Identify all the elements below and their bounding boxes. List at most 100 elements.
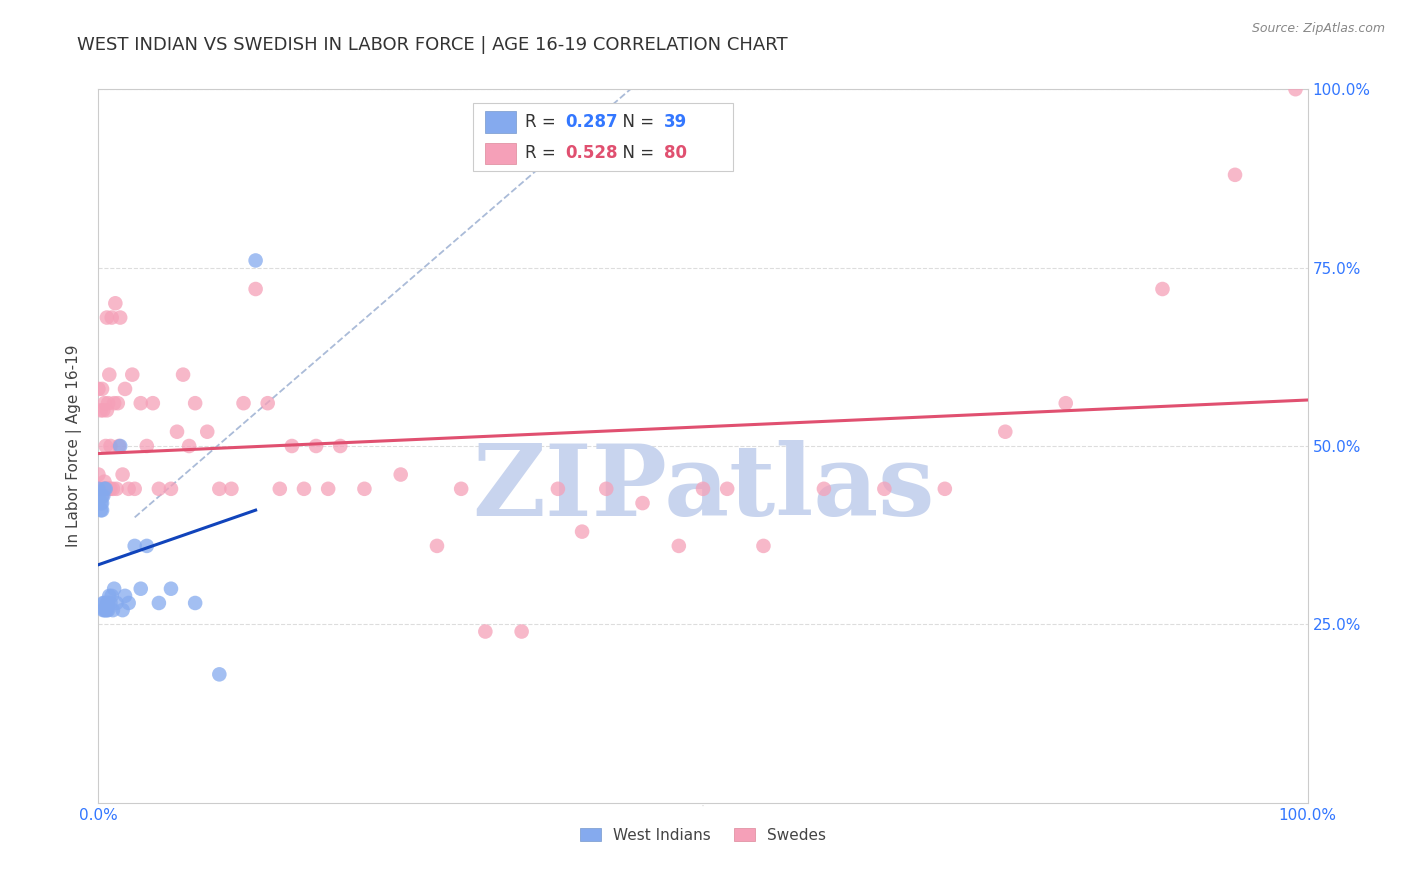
Point bbox=[121, 368, 143, 382]
Point bbox=[474, 624, 496, 639]
Text: WEST INDIAN VS SWEDISH IN LABOR FORCE | AGE 16-19 CORRELATION CHART: WEST INDIAN VS SWEDISH IN LABOR FORCE | … bbox=[77, 36, 787, 54]
Point bbox=[100, 596, 122, 610]
Point bbox=[160, 482, 183, 496]
Point bbox=[100, 439, 122, 453]
Point bbox=[316, 482, 339, 496]
Point bbox=[91, 489, 114, 503]
Point bbox=[426, 539, 449, 553]
Point bbox=[129, 396, 152, 410]
Point bbox=[135, 439, 157, 453]
Point bbox=[111, 467, 134, 482]
Point bbox=[94, 482, 117, 496]
Point bbox=[450, 482, 472, 496]
Point bbox=[103, 396, 125, 410]
Point bbox=[329, 439, 352, 453]
Text: R =: R = bbox=[526, 145, 561, 162]
Point bbox=[96, 482, 118, 496]
Point bbox=[571, 524, 593, 539]
Point bbox=[692, 482, 714, 496]
Point bbox=[87, 482, 110, 496]
Point bbox=[87, 496, 110, 510]
Point bbox=[179, 439, 201, 453]
Point bbox=[98, 482, 121, 496]
Point bbox=[124, 539, 146, 553]
Point bbox=[668, 539, 690, 553]
Point bbox=[166, 425, 188, 439]
Point bbox=[281, 439, 304, 453]
Point bbox=[91, 603, 114, 617]
Point bbox=[114, 589, 136, 603]
Point bbox=[94, 603, 117, 617]
Point bbox=[96, 596, 118, 610]
Text: ZIPatlas: ZIPatlas bbox=[472, 441, 934, 537]
Point bbox=[93, 482, 115, 496]
Point bbox=[96, 310, 118, 325]
Point bbox=[148, 482, 170, 496]
Point bbox=[91, 596, 114, 610]
Text: R =: R = bbox=[526, 113, 561, 131]
FancyBboxPatch shape bbox=[485, 143, 516, 164]
Point bbox=[91, 489, 114, 503]
Point bbox=[100, 482, 122, 496]
Point bbox=[389, 467, 412, 482]
Point bbox=[114, 382, 136, 396]
Point bbox=[104, 296, 127, 310]
Point bbox=[100, 310, 122, 325]
Point bbox=[90, 403, 112, 417]
Point bbox=[148, 596, 170, 610]
Point bbox=[97, 396, 120, 410]
Point bbox=[716, 482, 738, 496]
Point bbox=[97, 482, 120, 496]
Point bbox=[135, 539, 157, 553]
Point bbox=[91, 382, 114, 396]
Point bbox=[91, 489, 114, 503]
Point bbox=[96, 603, 118, 617]
Point bbox=[232, 396, 254, 410]
Point bbox=[105, 482, 128, 496]
Point bbox=[91, 496, 114, 510]
Point bbox=[631, 496, 654, 510]
Point bbox=[90, 503, 112, 517]
Text: N =: N = bbox=[613, 113, 659, 131]
Legend: West Indians, Swedes: West Indians, Swedes bbox=[574, 822, 832, 848]
Point bbox=[934, 482, 956, 496]
Point bbox=[111, 603, 134, 617]
Point bbox=[87, 467, 110, 482]
FancyBboxPatch shape bbox=[485, 112, 516, 133]
Point bbox=[172, 368, 194, 382]
Point bbox=[103, 582, 125, 596]
Point bbox=[873, 482, 896, 496]
Point bbox=[108, 439, 131, 453]
Point bbox=[195, 425, 218, 439]
Point bbox=[595, 482, 617, 496]
Point bbox=[129, 582, 152, 596]
Point bbox=[97, 603, 120, 617]
Text: 0.528: 0.528 bbox=[565, 145, 617, 162]
Point bbox=[93, 603, 115, 617]
Text: 80: 80 bbox=[664, 145, 688, 162]
Point bbox=[107, 396, 129, 410]
Point bbox=[87, 382, 110, 396]
Point bbox=[91, 482, 114, 496]
Point bbox=[752, 539, 775, 553]
Point bbox=[93, 475, 115, 489]
Point bbox=[256, 396, 278, 410]
Point bbox=[91, 503, 114, 517]
Point bbox=[87, 489, 110, 503]
Point bbox=[93, 596, 115, 610]
Point bbox=[98, 368, 121, 382]
Point bbox=[87, 482, 110, 496]
Point bbox=[305, 439, 328, 453]
Point bbox=[94, 482, 117, 496]
Point bbox=[1284, 82, 1306, 96]
Point bbox=[547, 482, 569, 496]
Point bbox=[292, 482, 315, 496]
Point bbox=[100, 589, 122, 603]
Point bbox=[208, 482, 231, 496]
Point bbox=[105, 596, 128, 610]
Point bbox=[353, 482, 375, 496]
Point bbox=[994, 425, 1017, 439]
Point bbox=[98, 589, 121, 603]
Point bbox=[108, 439, 131, 453]
Point bbox=[1223, 168, 1246, 182]
